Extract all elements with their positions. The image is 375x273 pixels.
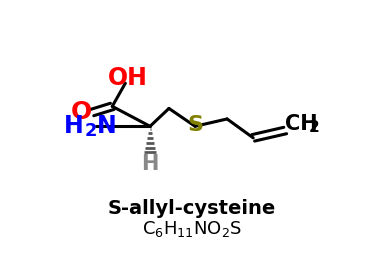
Text: 2: 2 — [84, 121, 97, 140]
Text: H: H — [141, 154, 159, 174]
Text: 2: 2 — [309, 120, 320, 135]
Text: H: H — [63, 114, 83, 138]
Text: S: S — [187, 115, 203, 135]
Text: CH: CH — [285, 114, 318, 134]
Text: C$_6$H$_{11}$NO$_2$S: C$_6$H$_{11}$NO$_2$S — [142, 219, 242, 239]
Text: S-allyl-cysteine: S-allyl-cysteine — [108, 199, 276, 218]
Text: O: O — [71, 100, 92, 124]
Text: OH: OH — [108, 66, 148, 90]
Text: N: N — [97, 114, 117, 138]
